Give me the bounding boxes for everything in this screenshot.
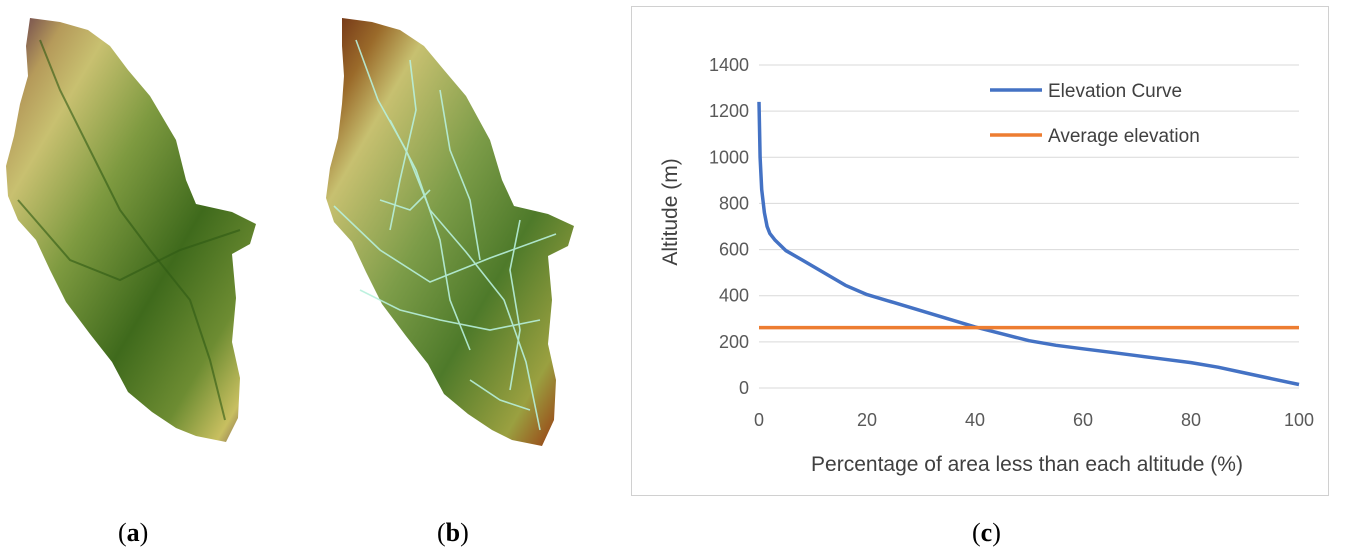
y-tick-label: 800 bbox=[719, 193, 749, 213]
y-tick-label: 0 bbox=[739, 378, 749, 398]
elevation-map bbox=[6, 18, 256, 442]
x-tick-label: 60 bbox=[1073, 410, 1093, 430]
gridlines bbox=[759, 64, 1299, 389]
y-tick-label: 200 bbox=[719, 332, 749, 352]
stream-network-map bbox=[326, 18, 574, 446]
watershed-shape-b bbox=[326, 18, 574, 446]
y-tick-label: 1000 bbox=[709, 147, 749, 167]
x-tick-label: 0 bbox=[754, 410, 764, 430]
y-tick-label: 1400 bbox=[709, 55, 749, 75]
x-tick-label: 80 bbox=[1181, 410, 1201, 430]
hypsometric-chart: 0 200 400 600 800 1000 1200 1400 0 20 40 60 80 100 A… bbox=[659, 55, 1314, 476]
series-lines bbox=[757, 101, 1300, 387]
legend-label-elevation-curve: Elevation Curve bbox=[1048, 81, 1182, 102]
y-axis-title: Altitude (m) bbox=[659, 158, 682, 265]
panel-label-a: (a) bbox=[118, 518, 149, 547]
chart-frame: 0 200 400 600 800 1000 1200 1400 0 20 40 60 80 100 A… bbox=[631, 6, 1329, 496]
legend: Elevation Curve Average elevation bbox=[990, 81, 1200, 147]
legend-label-average-elevation: Average elevation bbox=[1048, 126, 1200, 147]
x-axis-title: Percentage of area less than each altitu… bbox=[811, 453, 1243, 476]
x-tick-label: 100 bbox=[1284, 410, 1314, 430]
y-tick-label: 400 bbox=[719, 286, 749, 306]
watershed-shape-a bbox=[6, 18, 256, 442]
x-tick-labels: 0 20 40 60 80 100 bbox=[754, 410, 1314, 430]
panel-label-b: (b) bbox=[437, 518, 469, 547]
x-tick-label: 20 bbox=[857, 410, 877, 430]
series-line-elevation-curve bbox=[757, 101, 1300, 387]
x-tick-label: 40 bbox=[965, 410, 985, 430]
y-tick-labels: 0 200 400 600 800 1000 1200 1400 bbox=[709, 55, 749, 398]
y-tick-label: 600 bbox=[719, 240, 749, 260]
y-tick-label: 1200 bbox=[709, 101, 749, 121]
panel-label-c: (c) bbox=[972, 518, 1001, 547]
